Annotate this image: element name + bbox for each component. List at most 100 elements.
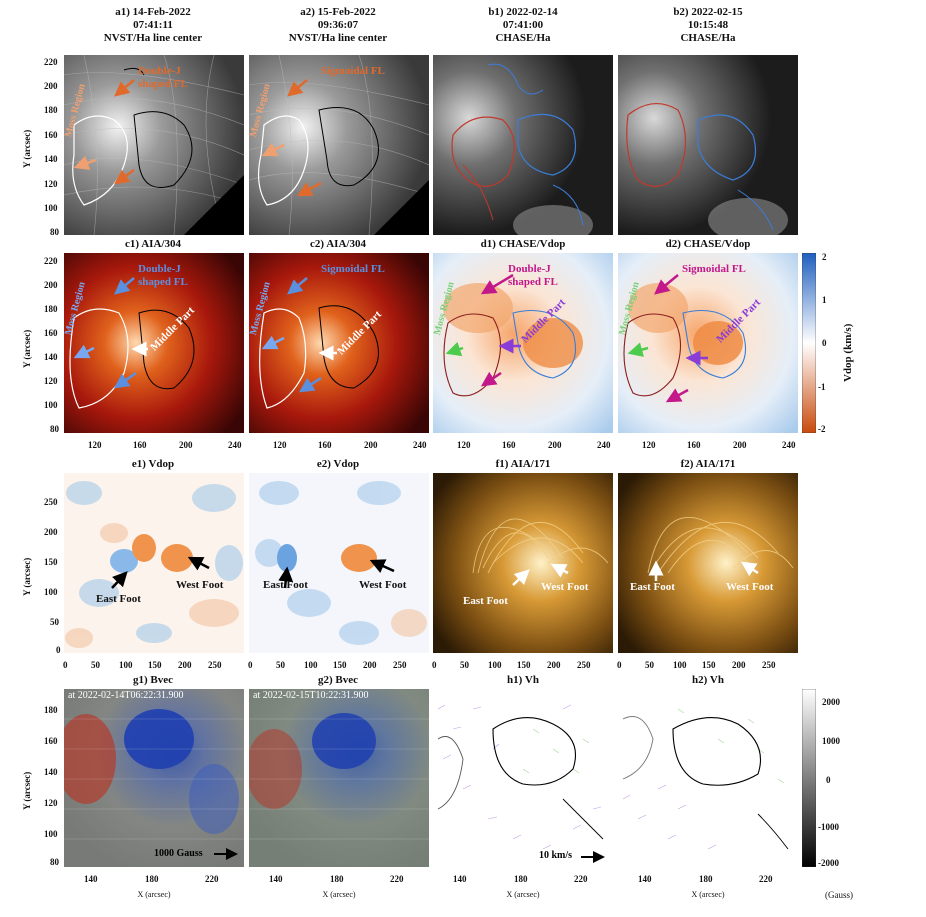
gauss-colorbar-tick: 0 [826,775,831,785]
panel-title-b2: b2) 2022-02-15 10:15:48 CHASE/Ha [673,6,743,44]
annotation-east-foot: East Foot [96,593,141,605]
row1-ytick: 160 [44,130,58,140]
row2-ytick: 180 [44,304,58,314]
panel-title-f2: f2) AIA/171 [680,458,736,470]
gauss-scale-label: 1000 Gauss [154,848,203,859]
row3-xtick: 250 [577,660,591,670]
row2-ytick: 80 [50,424,59,434]
panel-title-b1: b1) 2022-02-14 07:41:00 CHASE/Ha [488,6,558,44]
gauss-colorbar-tick: -2000 [818,858,839,868]
row1-ytick: 180 [44,105,58,115]
row3-xtick: 250 [208,660,222,670]
g2-timestamp: at 2022-02-15T10:22:31.900 [253,690,369,701]
vdop-colorbar-label: Vdop (km/s) [842,323,854,382]
row3-xtick: 150 [517,660,531,670]
gauss-colorbar [802,689,816,867]
panel-title-h2: h2) Vh [692,674,724,686]
vdop-colorbar [802,253,816,433]
row3-ytick: 250 [44,497,58,507]
row3-xtick: 250 [393,660,407,670]
row3-xtick: 0 [63,660,68,670]
row2-xtick: 160 [133,440,147,450]
row3-xtick: 50 [460,660,469,670]
row4-ytick: 120 [44,798,58,808]
row2-xtick: 160 [687,440,701,450]
row2-ytick: 120 [44,376,58,386]
row4-xtick: 180 [514,874,528,884]
row4-x-axis-label: X (arcsec) [506,890,540,899]
panel-title-c2: c2) AIA/304 [310,238,366,250]
row2-xtick: 120 [457,440,471,450]
row2-ytick: 140 [44,352,58,362]
row2-xtick: 120 [642,440,656,450]
panel-e1-vdop: East Foot West Foot [64,473,244,653]
row2-xtick: 240 [228,440,242,450]
row4-ytick: 100 [44,829,58,839]
row1-ytick: 200 [44,81,58,91]
row3-xtick: 150 [702,660,716,670]
row3-xtick: 250 [762,660,776,670]
vdop-colorbar-tick: -1 [818,382,826,392]
g1-timestamp: at 2022-02-14T06:22:31.900 [68,690,184,701]
row4-y-axis-label: Y (arcsec) [22,771,32,810]
row4-xtick: 220 [759,874,773,884]
row4-xtick: 140 [453,874,467,884]
row3-ytick: 200 [44,527,58,537]
row3-ytick: 0 [56,645,61,655]
panel-title-c1: c1) AIA/304 [125,238,181,250]
gauss-colorbar-tick: -1000 [818,822,839,832]
row4-xtick: 220 [205,874,219,884]
row4-x-axis-label: X (arcsec) [137,890,171,899]
row4-x-axis-label: X (arcsec) [691,890,725,899]
row4-xtick: 180 [699,874,713,884]
panel-title-d1: d1) CHASE/Vdop [480,238,566,250]
annotation-double-j: Double-J shaped FL [138,263,188,288]
panel-f1-aia171: East Foot West Foot [433,473,613,653]
row4-x-axis-label: X (arcsec) [322,890,356,899]
panel-title-a1: a1) 14-Feb-2022 07:41:11 NVST/Ha line cent… [103,6,203,44]
row1-ytick: 120 [44,179,58,189]
vdop-colorbar-tick: 2 [822,252,827,262]
vdop-colorbar-tick: 0 [822,338,827,348]
row2-xtick: 120 [88,440,102,450]
panel-title-e2: e2) Vdop [316,458,360,470]
panel-d1-chase-vdop: Double-J shaped FL Moss Region Middle Par… [433,253,613,433]
row3-xtick: 100 [119,660,133,670]
panel-title-e1: e1) Vdop [131,458,175,470]
row4-ytick: 180 [44,705,58,715]
panel-a1-nvst-halpha: Double-J shaped FL Moss Region [64,55,244,235]
row4-xtick: 140 [269,874,283,884]
panel-c1-aia304: Double-J shaped FL Moss Region Middle Par… [64,253,244,433]
row2-xtick: 160 [502,440,516,450]
panel-f2-aia171: East Foot West Foot [618,473,798,653]
row2-ytick: 100 [44,400,58,410]
row3-xtick: 100 [488,660,502,670]
panel-title-d2: d2) CHASE/Vdop [665,238,751,250]
row2-y-axis-label: Y (arcsec) [22,329,32,368]
row3-xtick: 200 [732,660,746,670]
row1-y-axis-label: Y (arcsec) [22,129,32,168]
panel-g2-bvec: at 2022-02-15T10:22:31.900 [249,689,429,867]
row4-xtick: 180 [145,874,159,884]
row3-xtick: 200 [178,660,192,670]
row2-xtick: 160 [318,440,332,450]
row4-ytick: 160 [44,736,58,746]
row3-xtick: 50 [91,660,100,670]
annotation-sigmoidal: Sigmoidal FL [321,263,385,275]
panel-title-f1: f1) AIA/171 [495,458,551,470]
row3-xtick: 100 [673,660,687,670]
annotation-east-foot: East Foot [630,581,675,593]
row3-xtick: 50 [276,660,285,670]
panel-b2-chase-halpha [618,55,798,235]
row2-ytick: 160 [44,328,58,338]
row3-xtick: 150 [333,660,347,670]
row3-xtick: 0 [432,660,437,670]
row2-xtick: 200 [179,440,193,450]
gauss-colorbar-tick: 2000 [822,697,840,707]
row3-ytick: 100 [44,587,58,597]
annotation-sigmoidal: Sigmoidal FL [321,65,385,77]
annotation-east-foot: East Foot [263,579,308,591]
gauss-colorbar-tick: 1000 [822,736,840,746]
row4-xtick: 140 [638,874,652,884]
panel-title-h1: h1) Vh [507,674,539,686]
